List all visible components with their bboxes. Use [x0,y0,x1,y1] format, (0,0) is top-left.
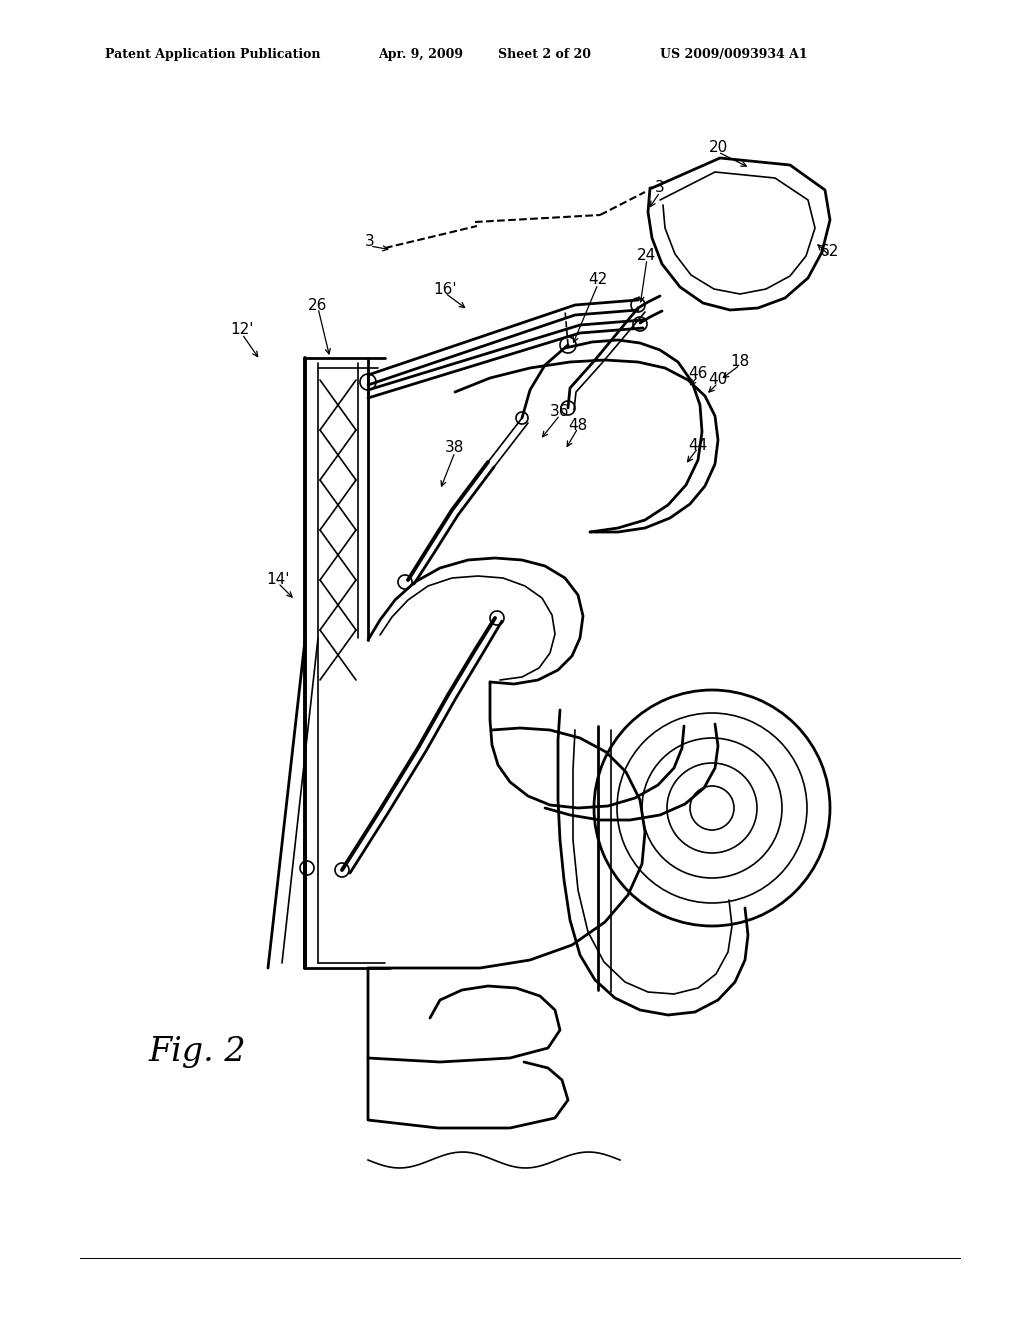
Text: 46: 46 [688,366,708,380]
Text: 62: 62 [820,244,840,260]
Text: US 2009/0093934 A1: US 2009/0093934 A1 [660,48,808,61]
Text: 16': 16' [433,282,457,297]
Text: 20: 20 [709,140,728,156]
Text: 40: 40 [709,372,728,388]
Text: 48: 48 [568,417,588,433]
Text: Patent Application Publication: Patent Application Publication [105,48,321,61]
Text: 18: 18 [730,355,750,370]
Text: 44: 44 [688,437,708,453]
Text: 42: 42 [589,272,607,288]
Text: Sheet 2 of 20: Sheet 2 of 20 [498,48,591,61]
Text: 3: 3 [655,181,665,195]
Text: 24: 24 [637,248,656,263]
Text: 3: 3 [366,235,375,249]
Text: 14': 14' [266,573,290,587]
Text: 38: 38 [445,441,465,455]
Text: Fig. 2: Fig. 2 [148,1036,246,1068]
Text: Apr. 9, 2009: Apr. 9, 2009 [378,48,463,61]
Text: 12': 12' [230,322,254,338]
Text: 36: 36 [550,404,569,420]
Text: 26: 26 [308,297,328,313]
